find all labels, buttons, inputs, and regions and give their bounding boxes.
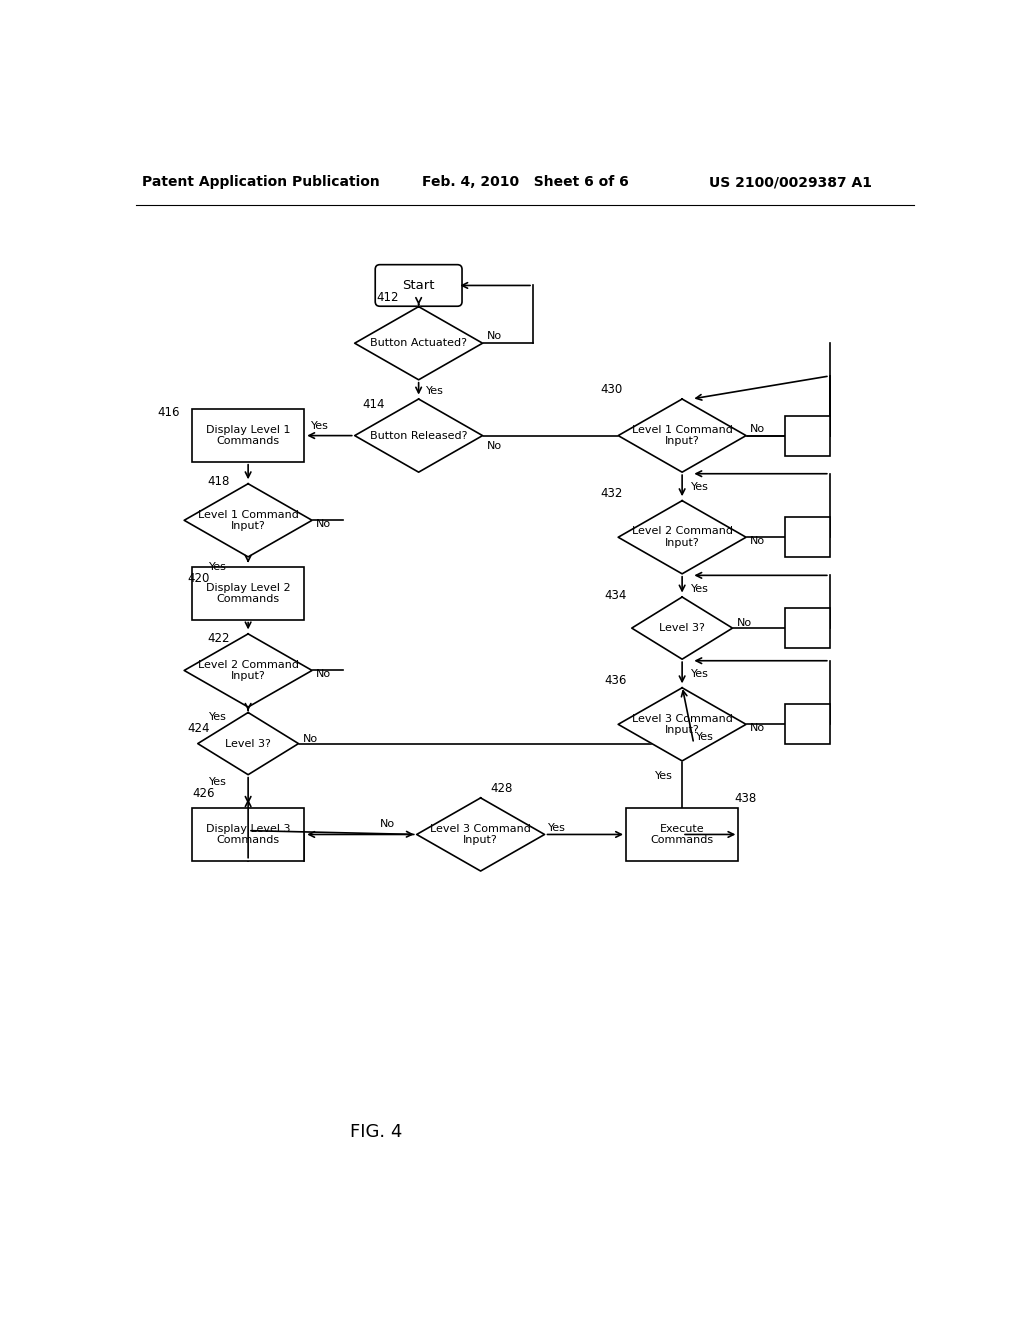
Text: No: No xyxy=(750,536,765,546)
FancyBboxPatch shape xyxy=(375,264,462,306)
Text: Button Released?: Button Released? xyxy=(370,430,467,441)
Text: Yes: Yes xyxy=(549,824,566,833)
Polygon shape xyxy=(618,688,746,760)
Text: No: No xyxy=(486,441,502,451)
Bar xyxy=(191,808,304,861)
Text: Yes: Yes xyxy=(209,777,226,788)
Text: Yes: Yes xyxy=(696,733,714,742)
Text: No: No xyxy=(316,519,331,529)
Text: 422: 422 xyxy=(208,632,230,645)
Text: Yes: Yes xyxy=(209,562,226,572)
Text: Level 2 Command
Input?: Level 2 Command Input? xyxy=(198,660,299,681)
Polygon shape xyxy=(184,483,312,557)
Text: Yes: Yes xyxy=(310,421,329,432)
Polygon shape xyxy=(354,306,482,380)
Bar xyxy=(191,568,304,619)
Text: Yes: Yes xyxy=(209,711,226,722)
Polygon shape xyxy=(632,597,732,659)
Text: Level 3?: Level 3? xyxy=(225,739,271,748)
Text: 438: 438 xyxy=(734,792,757,805)
Text: FIG. 4: FIG. 4 xyxy=(350,1123,402,1142)
Polygon shape xyxy=(198,713,299,775)
Bar xyxy=(191,409,304,462)
Text: 430: 430 xyxy=(601,383,623,396)
Text: Yes: Yes xyxy=(691,583,710,594)
Text: Level 3 Command
Input?: Level 3 Command Input? xyxy=(632,714,732,735)
Text: Display Level 3
Commands: Display Level 3 Commands xyxy=(206,824,291,845)
Text: 418: 418 xyxy=(208,474,230,487)
Text: No: No xyxy=(302,734,317,744)
Text: 412: 412 xyxy=(376,290,398,304)
Text: Level 2 Command
Input?: Level 2 Command Input? xyxy=(632,527,732,548)
Polygon shape xyxy=(184,634,312,708)
Text: Yes: Yes xyxy=(426,385,444,396)
Text: No: No xyxy=(736,619,752,628)
Text: Execute
Commands: Execute Commands xyxy=(650,824,714,845)
Polygon shape xyxy=(618,500,746,574)
Text: Display Level 1
Commands: Display Level 1 Commands xyxy=(206,425,291,446)
Bar xyxy=(626,808,738,861)
Bar xyxy=(784,517,829,557)
Text: Start: Start xyxy=(402,279,435,292)
Text: Yes: Yes xyxy=(691,482,710,492)
Text: Button Actuated?: Button Actuated? xyxy=(370,338,467,348)
Text: 424: 424 xyxy=(187,722,210,735)
Text: 428: 428 xyxy=(489,783,512,795)
Text: Level 1 Command
Input?: Level 1 Command Input? xyxy=(632,425,732,446)
Bar xyxy=(784,609,829,648)
Text: 414: 414 xyxy=(362,397,385,411)
Bar xyxy=(784,705,829,744)
Text: Level 3?: Level 3? xyxy=(659,623,706,634)
Text: Feb. 4, 2010   Sheet 6 of 6: Feb. 4, 2010 Sheet 6 of 6 xyxy=(423,176,630,189)
Text: Level 1 Command
Input?: Level 1 Command Input? xyxy=(198,510,299,531)
Polygon shape xyxy=(618,399,746,473)
Text: No: No xyxy=(486,330,502,341)
Text: No: No xyxy=(316,669,331,680)
Text: Display Level 2
Commands: Display Level 2 Commands xyxy=(206,582,291,605)
Text: No: No xyxy=(750,425,765,434)
Polygon shape xyxy=(417,797,545,871)
Text: 432: 432 xyxy=(601,487,624,500)
Text: No: No xyxy=(380,818,394,829)
Text: 420: 420 xyxy=(187,572,210,585)
Text: Level 3 Command
Input?: Level 3 Command Input? xyxy=(430,824,531,845)
Text: No: No xyxy=(750,723,765,733)
Text: 434: 434 xyxy=(604,589,627,602)
Text: US 2100/0029387 A1: US 2100/0029387 A1 xyxy=(710,176,872,189)
Bar xyxy=(784,416,829,455)
Text: 416: 416 xyxy=(157,407,179,418)
Text: 426: 426 xyxy=(193,788,215,800)
Text: Patent Application Publication: Patent Application Publication xyxy=(142,176,380,189)
Text: Yes: Yes xyxy=(691,669,710,680)
Text: Yes: Yes xyxy=(655,771,673,781)
Polygon shape xyxy=(354,399,482,473)
Text: 436: 436 xyxy=(604,675,627,688)
